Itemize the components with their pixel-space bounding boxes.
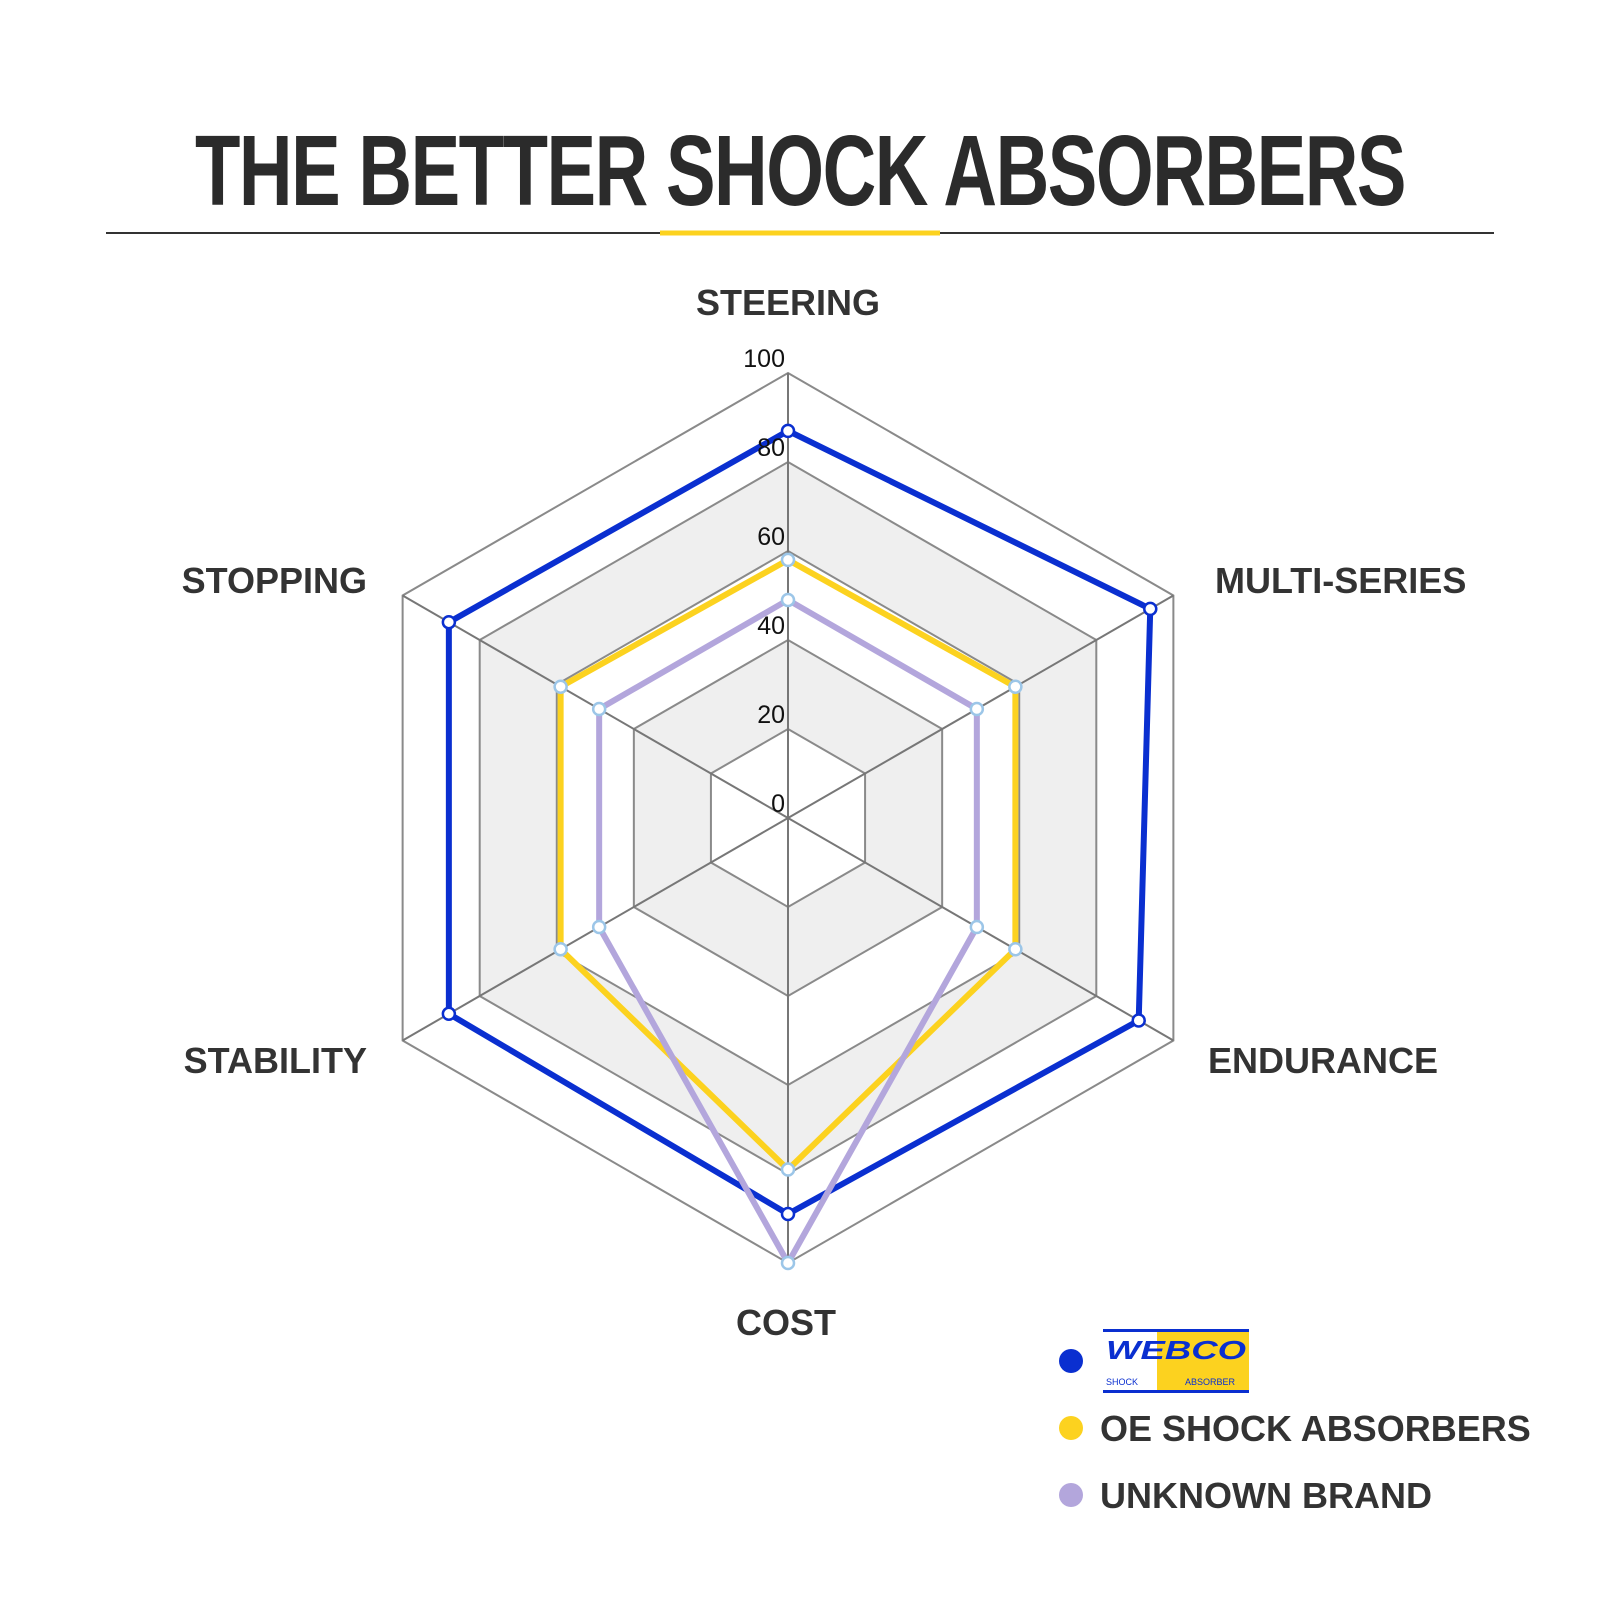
axis-label-cost: COST — [736, 1302, 836, 1343]
data-point — [553, 679, 568, 694]
logo-sub-right: ABSORBER — [1185, 1377, 1236, 1387]
chart-title: THE BETTER SHOCK ABSORBERS — [195, 115, 1405, 227]
legend-label-1: OE SHOCK ABSORBERS — [1100, 1408, 1531, 1449]
legend-marker-1 — [1059, 1416, 1083, 1440]
axis-label-steering: STEERING — [696, 282, 880, 323]
data-point — [780, 1255, 796, 1271]
tick-label: 0 — [771, 790, 785, 818]
tick-labels: 0 20 40 60 80 100 — [743, 345, 785, 818]
data-point — [553, 942, 568, 957]
legend-marker-2 — [1059, 1483, 1083, 1507]
tick-label: 100 — [743, 345, 785, 373]
data-point — [969, 701, 985, 717]
data-point — [1143, 601, 1158, 617]
tick-label: 80 — [757, 434, 785, 462]
data-point — [1008, 942, 1023, 957]
legend: WEBCO SHOCK ABSORBER OE SHOCK ABSORBERS UNKN… — [1059, 1329, 1531, 1516]
logo-bottom-bar — [1103, 1390, 1249, 1393]
tick-label: 60 — [757, 523, 785, 551]
axis-label-stability: STABILITY — [184, 1040, 367, 1081]
radar-grid — [401, 371, 1175, 1265]
data-point — [780, 1162, 796, 1177]
legend-label-2: UNKNOWN BRAND — [1100, 1475, 1432, 1516]
logo-top-bar — [1103, 1329, 1249, 1332]
axis-label-endurance: ENDURANCE — [1208, 1040, 1438, 1081]
data-point — [780, 552, 796, 568]
data-point — [780, 423, 796, 439]
data-point — [780, 592, 796, 608]
radar-series — [441, 423, 1158, 1271]
axis-label-stopping: STOPPING — [182, 560, 367, 601]
tick-label: 20 — [757, 701, 785, 729]
data-point — [1008, 679, 1023, 694]
data-point — [591, 919, 607, 935]
axis-labels: STEERING MULTI-SERIES ENDURANCE COST STABILI… — [182, 282, 1467, 1343]
logo-sub-left: SHOCK — [1106, 1377, 1138, 1387]
data-point — [441, 614, 457, 630]
webco-logo: WEBCO SHOCK ABSORBER — [1103, 1329, 1249, 1393]
legend-marker-0 — [1059, 1349, 1083, 1373]
data-point — [1131, 1013, 1146, 1028]
data-point — [969, 919, 985, 935]
logo-background — [1157, 1331, 1249, 1391]
axis-label-multi-series: MULTI-SERIES — [1215, 560, 1466, 601]
data-point — [591, 701, 607, 717]
logo-text: WEBCO — [1106, 1335, 1246, 1365]
data-point — [441, 1006, 457, 1022]
tick-label: 40 — [757, 612, 785, 640]
data-point — [780, 1206, 796, 1222]
